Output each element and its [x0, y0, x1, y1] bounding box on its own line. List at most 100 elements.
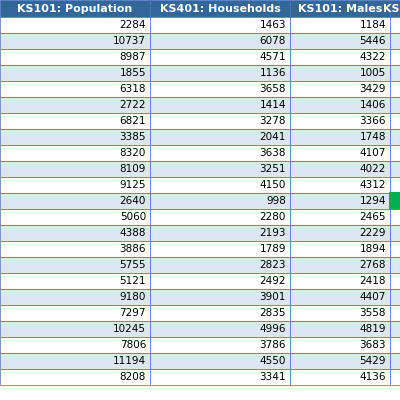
Bar — [150, 113, 290, 129]
Text: 3341: 3341 — [260, 372, 286, 382]
Text: 11194: 11194 — [113, 356, 146, 366]
Bar — [390, 33, 400, 49]
Bar — [390, 305, 400, 321]
Text: 998: 998 — [266, 196, 286, 206]
Text: KS1: KS1 — [383, 4, 400, 14]
Text: 2722: 2722 — [120, 100, 146, 110]
Bar — [0, 65, 150, 81]
Text: 2823: 2823 — [260, 260, 286, 270]
Bar — [150, 161, 290, 177]
Bar — [0, 321, 150, 337]
Text: 6821: 6821 — [120, 116, 146, 126]
Text: 4150: 4150 — [260, 180, 286, 190]
Text: 10245: 10245 — [113, 324, 146, 334]
Text: KS401: Households: KS401: Households — [160, 4, 280, 14]
Bar — [0, 33, 150, 49]
Bar — [0, 225, 150, 241]
Text: 2465: 2465 — [360, 212, 386, 222]
Bar — [0, 81, 150, 97]
Bar — [290, 273, 390, 289]
Text: 5755: 5755 — [120, 260, 146, 270]
Text: 1789: 1789 — [260, 244, 286, 254]
Bar — [290, 113, 390, 129]
Bar — [390, 241, 400, 257]
Bar — [290, 321, 390, 337]
Bar — [0, 209, 150, 225]
Text: 2835: 2835 — [260, 308, 286, 318]
Text: 1748: 1748 — [360, 132, 386, 142]
Bar — [0, 49, 150, 65]
Bar — [0, 305, 150, 321]
Text: 2492: 2492 — [260, 276, 286, 286]
Bar — [0, 0, 150, 17]
Bar — [150, 241, 290, 257]
Bar — [150, 257, 290, 273]
Text: 10737: 10737 — [113, 36, 146, 46]
Text: 5429: 5429 — [360, 356, 386, 366]
Bar — [390, 81, 400, 97]
Text: 3786: 3786 — [260, 340, 286, 350]
Text: 1294: 1294 — [360, 196, 386, 206]
Text: 3901: 3901 — [260, 292, 286, 302]
Bar — [290, 129, 390, 145]
Bar — [290, 97, 390, 113]
Text: 9125: 9125 — [120, 180, 146, 190]
Bar — [150, 17, 290, 33]
Bar — [290, 305, 390, 321]
Text: 6078: 6078 — [260, 36, 286, 46]
Bar — [150, 289, 290, 305]
Text: 8208: 8208 — [120, 372, 146, 382]
Bar — [290, 353, 390, 369]
Bar — [0, 241, 150, 257]
Text: 4107: 4107 — [360, 148, 386, 158]
Bar — [0, 193, 150, 209]
Bar — [290, 65, 390, 81]
Bar — [290, 257, 390, 273]
Bar — [290, 289, 390, 305]
Bar — [290, 17, 390, 33]
Bar — [0, 97, 150, 113]
Text: 4022: 4022 — [360, 164, 386, 174]
Bar — [0, 145, 150, 161]
Bar — [290, 49, 390, 65]
Bar — [390, 321, 400, 337]
Text: 1414: 1414 — [260, 100, 286, 110]
Bar — [290, 337, 390, 353]
Bar — [390, 177, 400, 193]
Text: 3385: 3385 — [120, 132, 146, 142]
Bar — [150, 209, 290, 225]
Text: 7806: 7806 — [120, 340, 146, 350]
Bar — [150, 177, 290, 193]
Bar — [0, 337, 150, 353]
Bar — [390, 353, 400, 369]
Text: 7297: 7297 — [120, 308, 146, 318]
Bar — [150, 33, 290, 49]
Text: 8320: 8320 — [120, 148, 146, 158]
Text: 4388: 4388 — [120, 228, 146, 238]
Bar — [150, 225, 290, 241]
Text: 4550: 4550 — [260, 356, 286, 366]
Bar — [390, 193, 400, 209]
Text: KS101: Males: KS101: Males — [298, 4, 382, 14]
Text: 4819: 4819 — [360, 324, 386, 334]
Text: 8987: 8987 — [120, 52, 146, 62]
Text: 2418: 2418 — [360, 276, 386, 286]
Text: 1406: 1406 — [360, 100, 386, 110]
Bar — [290, 145, 390, 161]
Bar — [390, 273, 400, 289]
Bar — [390, 97, 400, 113]
Bar — [150, 273, 290, 289]
Text: 1184: 1184 — [360, 20, 386, 30]
Bar — [150, 65, 290, 81]
Bar — [0, 273, 150, 289]
Bar — [390, 49, 400, 65]
Bar — [390, 65, 400, 81]
Bar — [150, 145, 290, 161]
Text: 1894: 1894 — [360, 244, 386, 254]
Text: 1136: 1136 — [260, 68, 286, 78]
Text: 2768: 2768 — [360, 260, 386, 270]
Bar — [0, 17, 150, 33]
Bar — [150, 337, 290, 353]
Bar — [290, 225, 390, 241]
Bar — [150, 353, 290, 369]
